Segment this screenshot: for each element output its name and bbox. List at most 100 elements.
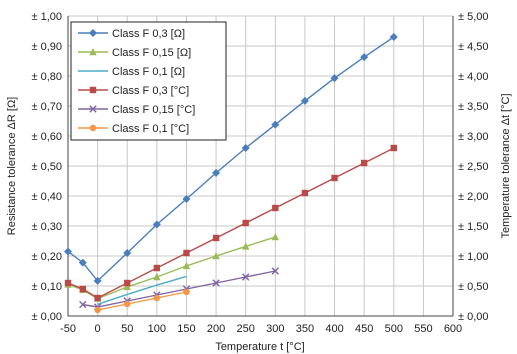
series-line — [82, 270, 276, 308]
data-point — [124, 300, 131, 308]
axes — [67, 16, 454, 317]
data-point — [79, 285, 87, 293]
y2-tick-label: ± 4,50 — [458, 41, 489, 53]
data-point — [390, 144, 397, 152]
legend-label: Class F 0,15 [Ω] — [112, 47, 191, 59]
data-point — [242, 219, 249, 227]
y2-tick-label: ± 0,00 — [458, 311, 489, 323]
x-tick-label: 200 — [207, 323, 225, 335]
data-point — [94, 306, 101, 314]
series-3 — [97, 275, 187, 305]
tick-labels: ± 0,00 ± 0,00 ± 0,10 ± 0,50 ± 0,20 ± 1,00 ± 0,… — [31, 11, 488, 335]
y-tick-label: ± 0,70 — [31, 101, 62, 113]
x-tick-label: 600 — [444, 323, 462, 335]
y-tick-label: ± 0,10 — [31, 281, 62, 293]
data-point — [124, 279, 131, 287]
data-point — [64, 279, 72, 287]
series-line — [97, 275, 187, 305]
x-tick-label: 500 — [385, 323, 403, 335]
x-tick-label: 250 — [237, 323, 255, 335]
data-point — [182, 195, 191, 203]
legend-entry: Class F 0,15 [Ω] — [78, 47, 191, 59]
x-tick-label: 0 — [95, 323, 101, 335]
data-point — [330, 74, 339, 83]
data-point-stroke — [241, 273, 250, 281]
data-point — [78, 258, 87, 267]
x-tick-label: 300 — [266, 323, 284, 335]
y2-tick-label: ± 5,00 — [458, 11, 489, 23]
data-point-stroke — [271, 267, 280, 275]
data-point — [89, 29, 97, 37]
series-line — [97, 291, 187, 311]
data-point — [360, 53, 369, 62]
data-point — [183, 288, 190, 296]
data-point — [153, 294, 161, 302]
data-point — [300, 96, 309, 105]
data-point-stroke — [89, 105, 97, 113]
data-point — [89, 86, 97, 94]
data-point — [89, 48, 97, 56]
x-axis-title: Temperature t [°C] — [215, 341, 304, 353]
legend-entry: Class F 0,1 [Ω] — [78, 66, 185, 78]
x-tick-label: 550 — [414, 323, 432, 335]
x-tick-label: 450 — [355, 323, 373, 335]
data-point-stroke — [79, 300, 87, 309]
legend-box — [70, 21, 227, 141]
data-point — [241, 273, 250, 281]
data-series — [64, 33, 398, 314]
data-point — [271, 120, 280, 129]
data-point — [241, 242, 250, 250]
data-point — [89, 124, 97, 132]
x-tick-label: 400 — [325, 323, 343, 335]
y-tick-label: ± 0,90 — [31, 41, 62, 53]
data-point — [153, 264, 161, 272]
legend: Class F 0,3 [Ω] Class F 0,15 [Ω] Class F 0… — [70, 21, 227, 141]
data-point — [89, 105, 97, 113]
data-point — [183, 249, 190, 257]
data-point — [331, 174, 338, 182]
x-tick-label: 50 — [121, 323, 133, 335]
legend-entry: Class F 0,1 [°C] — [78, 123, 189, 135]
y2-tick-label: ± 2,50 — [458, 161, 489, 173]
series-6 — [94, 288, 190, 314]
data-point — [212, 168, 221, 177]
y-tick-label: ± 0,60 — [31, 131, 62, 143]
legend-entry: Class F 0,3 [°C] — [78, 85, 189, 97]
data-point — [212, 252, 220, 260]
y-tick-label: ± 0,30 — [31, 221, 62, 233]
y2-tick-label: ± 4,00 — [458, 71, 489, 83]
data-point — [153, 273, 161, 281]
x-tick-label: 350 — [296, 323, 314, 335]
y-tick-label: ± 0,00 — [31, 311, 62, 323]
y2-tick-label: ± 2,00 — [458, 191, 489, 203]
y2-tick-label: ± 1,50 — [458, 221, 489, 233]
legend-label: Class F 0,1 [Ω] — [112, 66, 185, 78]
x-tick-label: -50 — [60, 323, 76, 335]
y2-axis-title: Temperature tolerance Δt [°C] — [500, 93, 512, 238]
data-point — [241, 144, 250, 152]
y-tick-label: ± 0,40 — [31, 191, 62, 203]
data-point — [182, 261, 191, 270]
series-4 — [64, 144, 397, 302]
y-axis-title: Resistance tolerance ΔR [Ω] — [6, 97, 18, 235]
y-tick-label: ± 0,80 — [31, 71, 62, 83]
data-point — [152, 220, 161, 229]
data-point — [123, 282, 131, 291]
data-point — [123, 249, 132, 257]
data-point — [212, 234, 220, 242]
series-1 — [64, 33, 398, 285]
legend-label: Class F 0,1 [°C] — [112, 123, 189, 135]
y-tick-label: ± 0,50 — [31, 161, 62, 173]
legend-label: Class F 0,3 [°C] — [112, 85, 189, 97]
data-point — [360, 159, 368, 167]
data-point — [212, 279, 220, 287]
y-tick-label: ± 1,00 — [31, 11, 62, 23]
data-point — [93, 276, 102, 285]
y2-tick-label: ± 3,50 — [458, 101, 489, 113]
data-point — [389, 33, 398, 41]
data-point — [271, 233, 280, 241]
y-tick-label: ± 0,20 — [31, 251, 62, 263]
data-point — [272, 204, 279, 212]
legend-label: Class F 0,3 [Ω] — [112, 28, 185, 40]
